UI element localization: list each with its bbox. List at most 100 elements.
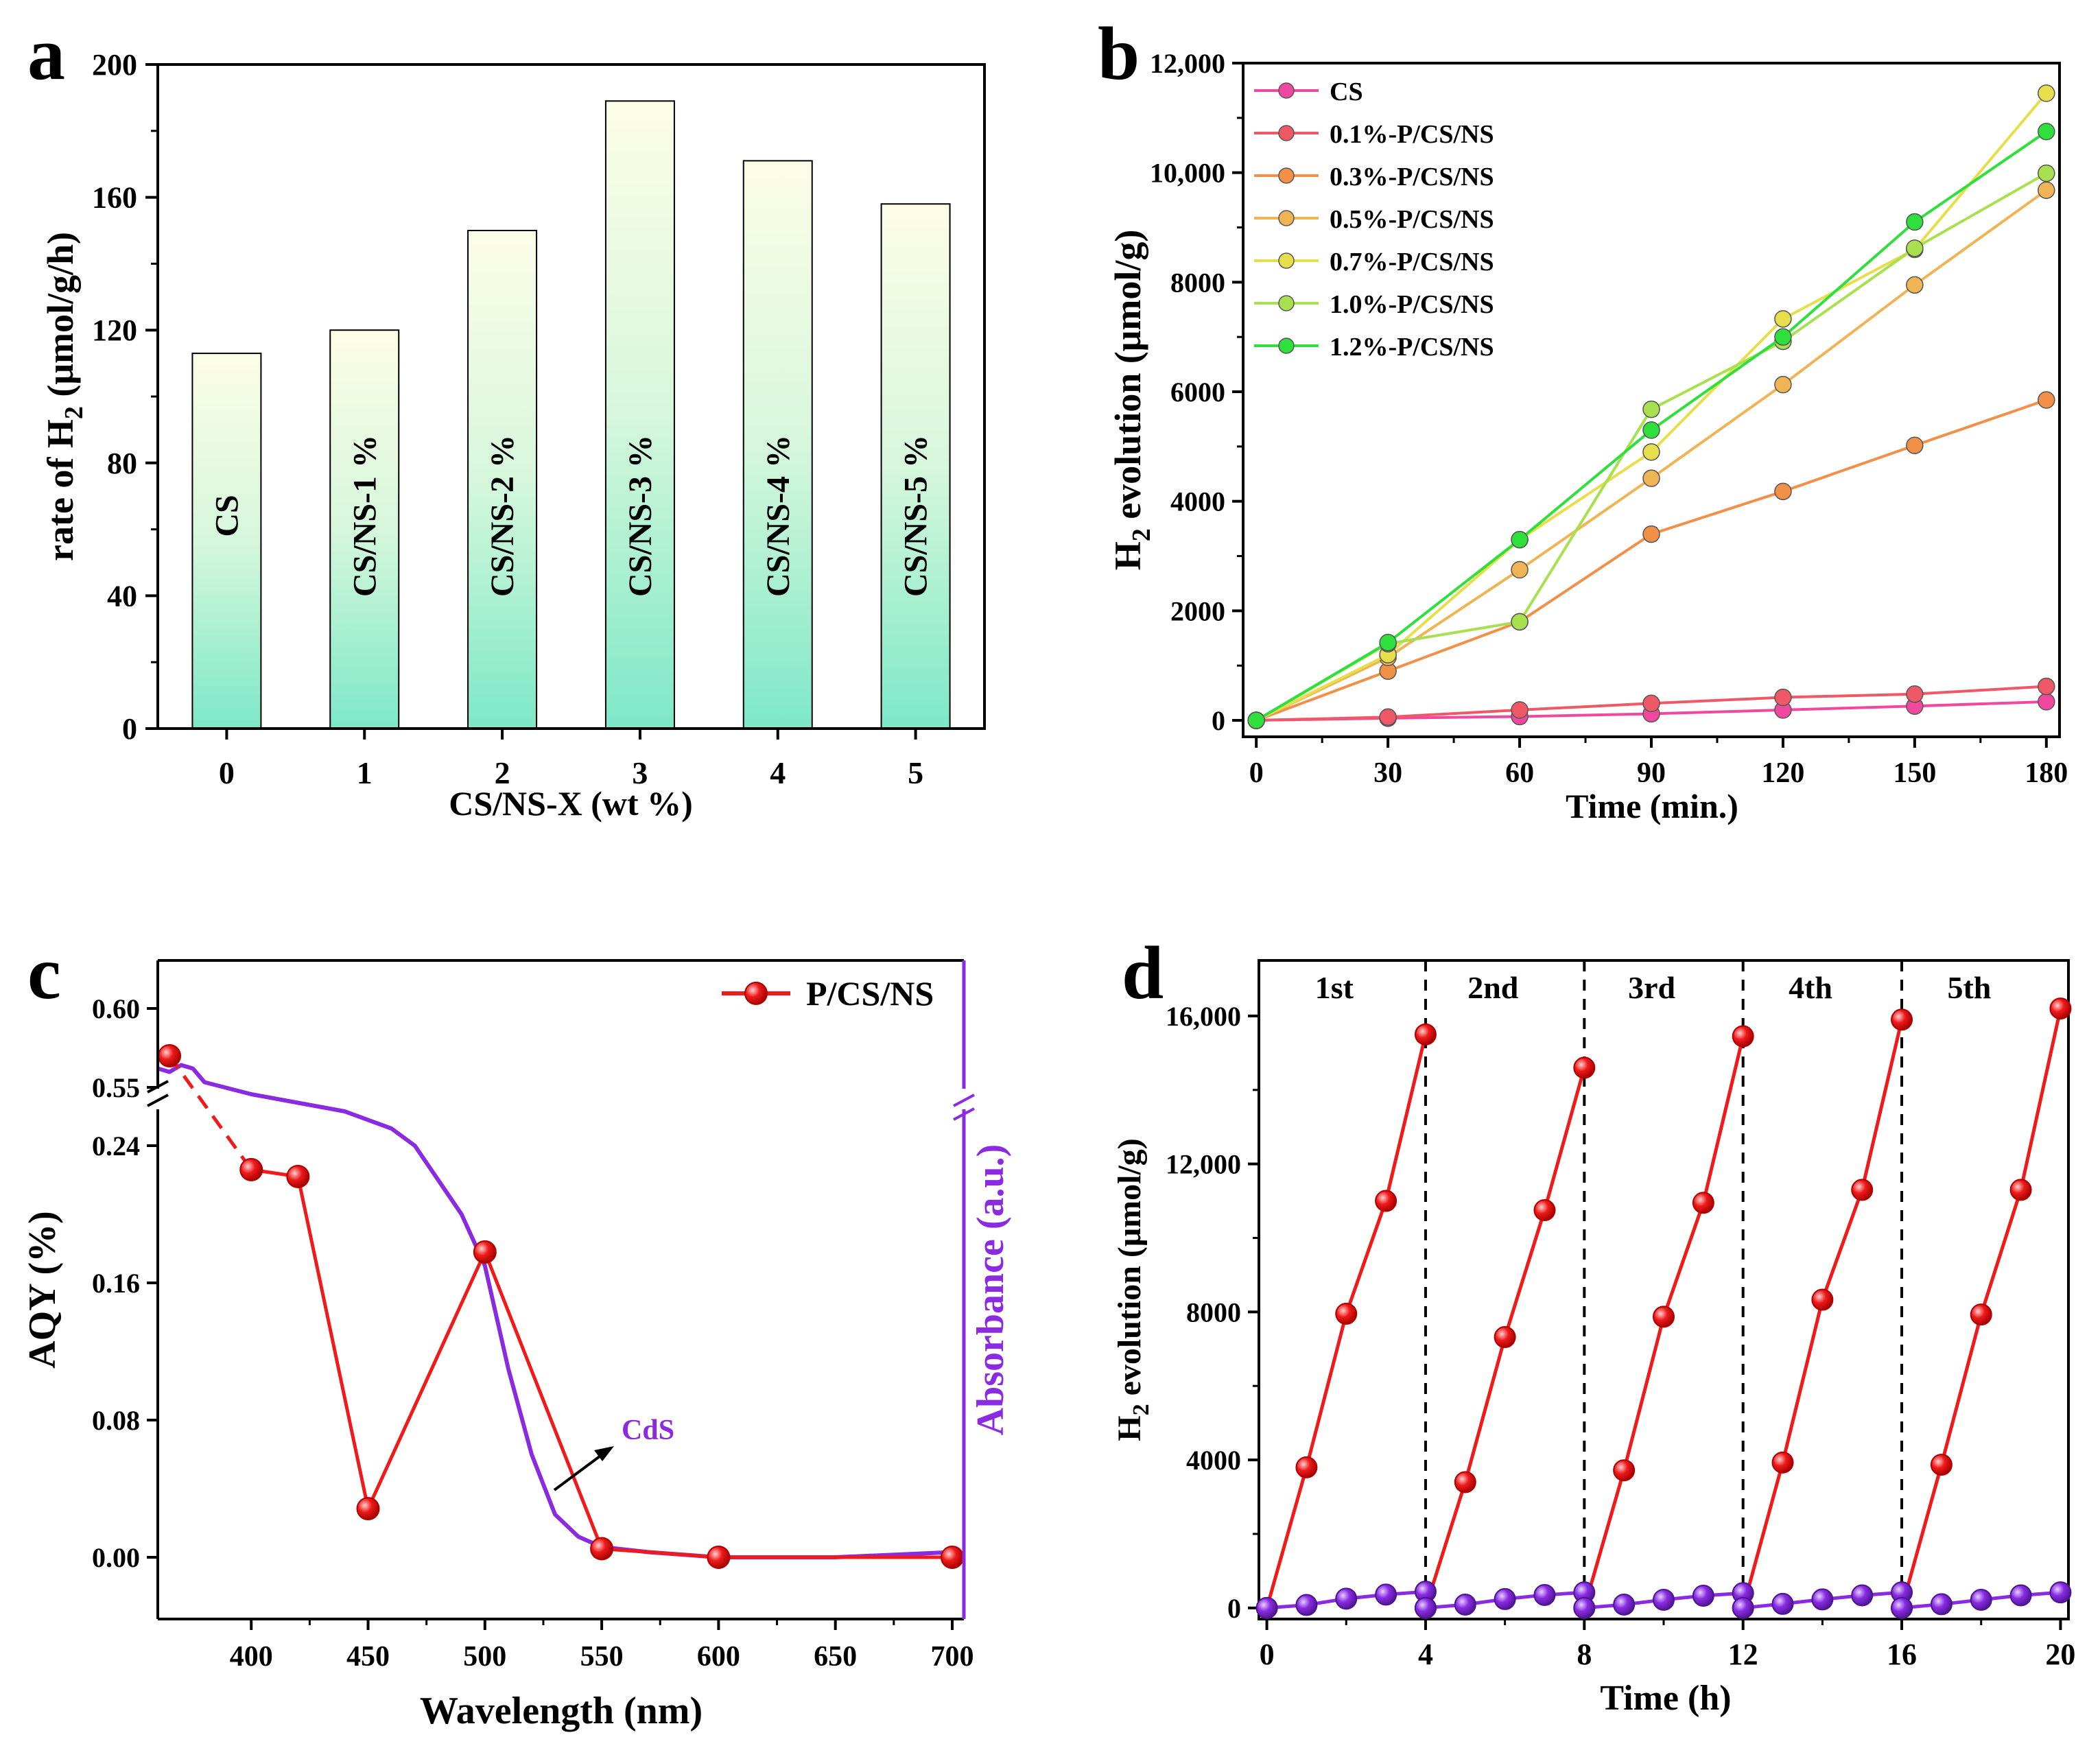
- panel-a-bar-label: CS/NS-4 %: [760, 435, 797, 597]
- panel-d-x-tick-label: 12: [1728, 1638, 1758, 1671]
- panel-a-bar-label: CS/NS-1 %: [346, 435, 383, 597]
- panel-c-aqy-point: [356, 1497, 380, 1521]
- panel-d-y-tick-label: 8000: [1186, 1297, 1241, 1327]
- panel-c-y-tick-label: 0.16: [92, 1268, 140, 1299]
- panel-d-x-tick-label: 4: [1418, 1638, 1433, 1671]
- panel-c-x-tick-label: 450: [346, 1641, 390, 1673]
- panel-d-cycle-dividers: 1st 2nd 3rd 4th 5th: [1315, 960, 1991, 1619]
- panel-a-axes: 0 1 2 3 4 5 0 40 80 120 160 200: [92, 48, 923, 790]
- panel-b-legend-label: 0.1%-P/CS/NS: [1330, 120, 1494, 149]
- panel-d-data-point: [1613, 1593, 1636, 1616]
- panel-d-data-point: [1255, 1596, 1278, 1619]
- panel-d-y-tick-label: 0: [1227, 1593, 1241, 1624]
- panel-d-data-point: [1811, 1288, 1834, 1311]
- panel-a-y-tick-label: 120: [92, 314, 137, 347]
- panel-c-aqy-point: [473, 1240, 497, 1264]
- panel-b-data-point: [1906, 213, 1924, 231]
- panel-a-x-tick-label: 2: [495, 755, 510, 790]
- panel-d-x-axis-label: Time (h): [1600, 1679, 1731, 1718]
- panel-d-data-point: [1494, 1326, 1516, 1349]
- panel-b-legend: CS 0.1%-P/CS/NS 0.3%-P/CS/NS 0.5%-P/CS/NS 0.…: [1254, 78, 1494, 362]
- panel-b-data-point: [1642, 443, 1660, 461]
- panel-b-x-tick-label: 180: [2025, 757, 2068, 789]
- panel-d-data-point: [1573, 1056, 1596, 1079]
- panel-d-data-point: [1375, 1190, 1397, 1212]
- panel-c-x-axis-label: Wavelength (nm): [420, 1690, 703, 1732]
- panel-d-y-tick-label: 16,000: [1166, 1001, 1241, 1032]
- panel-b-data-point: [1774, 328, 1792, 346]
- panel-b-legend-label: 0.3%-P/CS/NS: [1330, 163, 1494, 191]
- panel-c-x-tick-label: 550: [580, 1641, 624, 1673]
- panel-b-x-tick-label: 30: [1373, 757, 1402, 789]
- panel-c-x-tick-label: 600: [697, 1641, 740, 1673]
- panel-d-plot-frame: [1258, 959, 2070, 1620]
- panel-d-data-point: [1335, 1303, 1358, 1325]
- panel-d-data-point: [1653, 1588, 1675, 1611]
- panel-d-data-point: [1613, 1459, 1636, 1482]
- panel-d-data-point: [1771, 1592, 1794, 1615]
- panel-d-data-point: [2009, 1584, 2032, 1607]
- panel-b-data-point: [1642, 694, 1660, 713]
- panel-d-chart: 1st 2nd 3rd 4th 5th 0 4 8 12 16 20 0 4000 8000 12,000…: [1111, 959, 2075, 1718]
- panel-c-y-axis-label: AQY (%): [21, 1211, 64, 1369]
- panel-b-x-tick-label: 150: [1893, 757, 1936, 789]
- panel-c-chart: 400 450 500 550 600 650 700 0.00 0.08 0.16 0.24 0.5…: [21, 959, 1012, 1732]
- panel-b-y-tick-label: 2000: [1170, 595, 1225, 626]
- panel-d-data-point: [1335, 1587, 1358, 1610]
- panel-c-x-tick-label: 500: [463, 1641, 506, 1673]
- panel-a-bar: [742, 160, 813, 730]
- panel-b-data-point: [1906, 239, 1924, 257]
- panel-b-data-point: [1774, 688, 1792, 707]
- panel-a-bar: [880, 203, 951, 729]
- panel-d-data-point: [1771, 1451, 1794, 1474]
- panel-a-bar: [329, 329, 400, 729]
- panel-d-data-point: [1970, 1303, 1992, 1326]
- panel-b-y-tick-label: 6000: [1170, 377, 1225, 408]
- panel-c-y-tick-label: 0.00: [92, 1542, 140, 1573]
- panel-b-y-tick-label: 8000: [1170, 267, 1225, 298]
- panel-d-data-point: [1930, 1454, 1952, 1476]
- panel-c-series: [157, 1044, 964, 1569]
- panel-d-x-tick-label: 8: [1577, 1638, 1592, 1671]
- panel-b-axes: 0 30 60 90 120 150 180 0 2000 4000 6000 8000 10,000 1…: [1150, 48, 2068, 789]
- panel-d-data-point: [2049, 997, 2072, 1020]
- panel-d-x-tick-label: 0: [1260, 1638, 1275, 1671]
- panel-c-right-axis-break: [953, 1094, 975, 1121]
- panel-a-y-tick-label: 160: [92, 181, 137, 215]
- panel-b-data-point: [1642, 469, 1660, 487]
- panel-b-chart: 0 30 60 90 120 150 180 0 2000 4000 6000 8000 10,000 1…: [1107, 48, 2068, 825]
- panel-b-data-point: [1906, 276, 1924, 294]
- panel-d-axes: 0 4 8 12 16 20 0 4000 8000 12,000 16,000: [1166, 1001, 2075, 1671]
- panel-c-annotation-label: CdS: [622, 1415, 674, 1446]
- panel-letter-d: d: [1122, 931, 1164, 1015]
- panel-d-data-point: [1692, 1192, 1714, 1214]
- panel-c-aqy-point: [158, 1044, 182, 1067]
- panel-d-data-point: [1573, 1596, 1596, 1619]
- panel-b-x-tick-label: 0: [1249, 757, 1264, 789]
- panel-b-y-tick-label: 10,000: [1150, 158, 1225, 189]
- panel-b-data-point: [1906, 685, 1924, 703]
- panel-d-x-tick-label: 20: [2045, 1638, 2075, 1671]
- panel-b-series: [1247, 84, 2055, 729]
- panel-c-legend-marker: [744, 982, 768, 1005]
- panel-b-data-point: [1774, 310, 1792, 328]
- panel-d-data-point: [1891, 1008, 1913, 1031]
- panel-a-y-tick-label: 80: [107, 447, 137, 480]
- panel-c-cds-absorbance-curve: [157, 1063, 953, 1559]
- panel-d-data-point: [1653, 1306, 1675, 1328]
- panel-b-data-point: [1511, 530, 1529, 549]
- panel-d-data-point: [1891, 1596, 1913, 1619]
- panel-a-y-tick-label: 200: [92, 48, 137, 82]
- panel-d-data-point: [1970, 1588, 1992, 1611]
- panel-b-legend-marker: [1278, 167, 1295, 184]
- panel-c-x-tick-label: 400: [230, 1641, 273, 1673]
- panel-d-data-point: [1494, 1587, 1516, 1610]
- panel-d-data-point: [1930, 1593, 1952, 1616]
- panel-b-data-point: [1511, 701, 1529, 719]
- panel-c-annotation-arrowhead: [594, 1446, 614, 1461]
- panel-d-y-axis-label: H2 evolution (μmol/g): [1111, 1138, 1154, 1441]
- panel-d-data-point: [1414, 1023, 1437, 1046]
- panel-b-y-tick-label: 0: [1212, 705, 1225, 736]
- panel-b-data-point: [2038, 391, 2055, 409]
- panel-b-data-point: [2038, 677, 2055, 696]
